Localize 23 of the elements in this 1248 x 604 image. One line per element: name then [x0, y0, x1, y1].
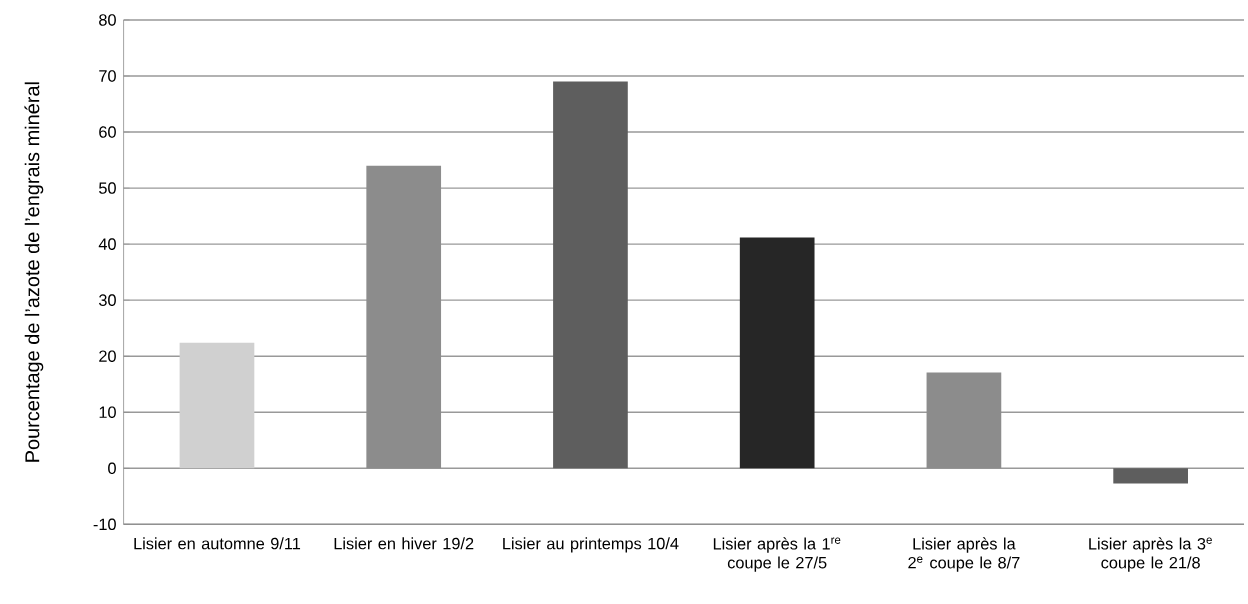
bar: [1113, 468, 1188, 484]
category-label: Lisier après la 3$^{e}$ coupe le 21/8: [1089, 537, 1212, 572]
x-tick-label: Lisier après la 2$^{e}$ coupe le 8/7: [908, 537, 1020, 572]
x-tick-label: Lisier au printemps 10/4: [503, 537, 679, 553]
bar: [926, 372, 1002, 469]
y-tick-label: 10: [99, 406, 116, 418]
y-tick-label: -10: [93, 518, 116, 531]
x-tick-label: Lisier après la 1$^{re}$ coupe le 27/5: [713, 537, 841, 572]
y-tick-label: 0: [108, 462, 116, 475]
x-tick-label: Lisier en automne 9/11: [134, 537, 301, 550]
x-tick-label: Lisier en hiver 19/2: [334, 537, 474, 550]
y-tick-label: 40: [98, 238, 116, 250]
bar: [366, 165, 442, 469]
y-tick-label: 70: [99, 70, 116, 82]
y-tick-label: 80: [99, 14, 116, 26]
bar: [739, 237, 815, 469]
y-tick-label: 50: [99, 182, 116, 194]
y-axis-title: Pourcentage de l’azote de l’engrais minéral: [24, 82, 44, 462]
y-tick-label: 60: [99, 126, 116, 138]
y-tick-label: 20: [99, 350, 116, 362]
bar: [553, 81, 628, 469]
bar: [179, 342, 255, 469]
y-tick-label: 30: [99, 294, 116, 306]
